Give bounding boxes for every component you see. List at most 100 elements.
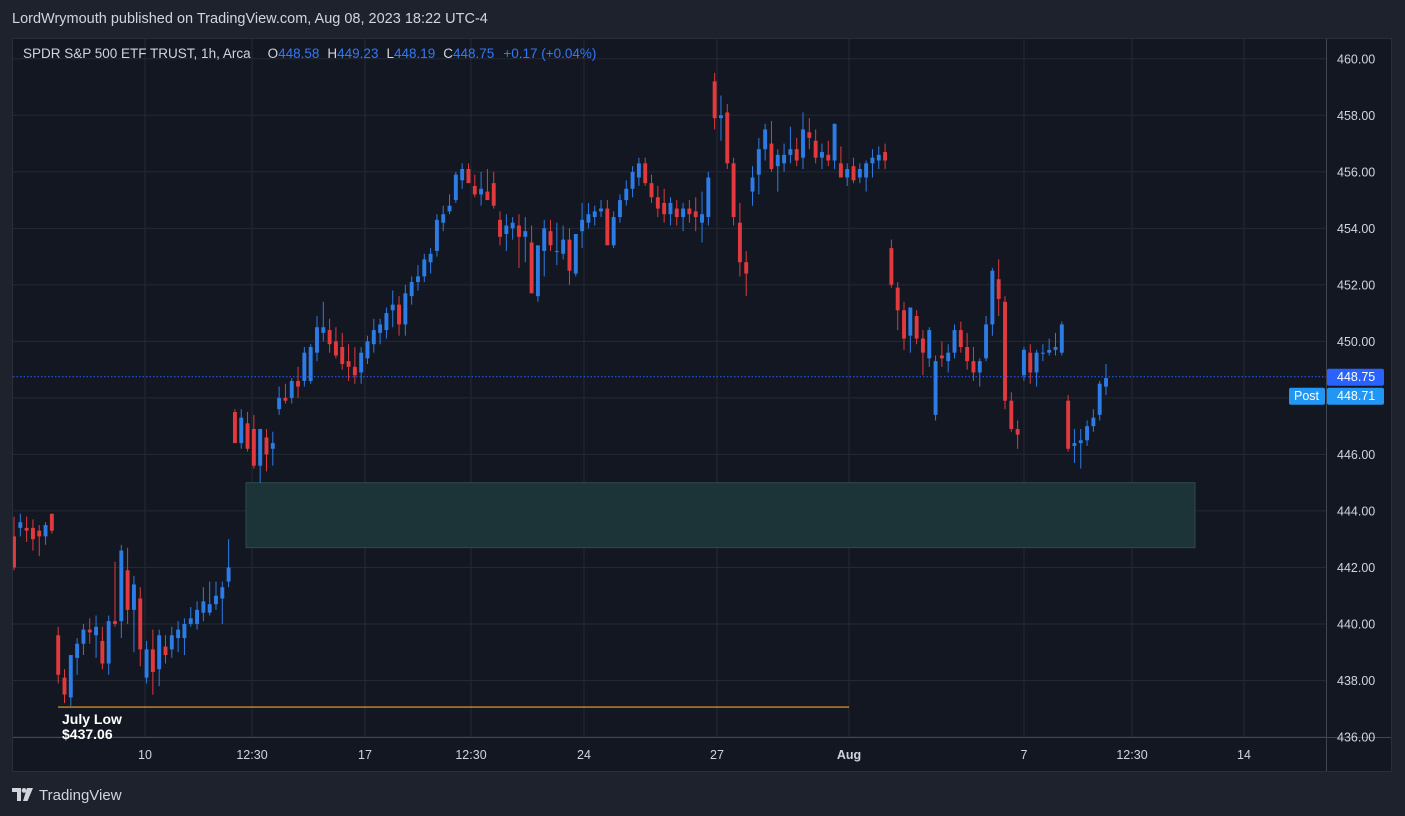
candle [636,157,641,186]
candle-body [1097,383,1102,415]
candle [977,358,982,387]
candle-body [857,168,862,178]
footer-brand[interactable]: TradingView [39,786,122,804]
candle-body [731,163,736,218]
candle-body [548,231,553,246]
candle-body [327,330,332,345]
candle-body [693,211,698,218]
candle [371,318,376,353]
candle [857,163,862,184]
candle [157,629,162,687]
y-tick-label: 438.00 [1337,674,1375,688]
candle [895,282,900,331]
candle [43,522,48,545]
candle-body [573,233,578,274]
candle-body [43,525,48,537]
candle [308,344,313,384]
candle-body [643,163,648,184]
candle [283,383,288,404]
candle [13,516,16,571]
candle-body [744,262,749,274]
candle-body [485,191,490,201]
candle-body [1003,301,1007,401]
candle-body [384,313,389,331]
candle-body [902,310,906,339]
candle-body [782,154,787,164]
candle [30,519,35,551]
candle [188,607,193,627]
open-value: 448.58 [278,46,320,61]
candle-body [232,412,237,444]
y-tick-label: 442.00 [1337,561,1375,575]
candle [68,655,73,706]
candle-body [832,123,837,161]
footer: TradingView [12,784,122,806]
candle-body [971,361,976,373]
tradingview-logo-icon[interactable] [12,788,34,802]
candle [819,143,824,169]
candle-body [24,527,29,531]
candle-body [655,197,660,209]
y-tick-label: 436.00 [1337,731,1375,745]
candle [1040,344,1045,362]
candle-body [131,584,136,610]
candle [958,321,963,353]
candle [529,225,534,294]
candle-body [270,443,275,449]
candle [807,118,812,150]
candle-body [150,649,155,673]
candle [270,431,275,466]
candle [302,347,307,387]
candle-body [220,587,225,599]
candle [359,347,364,384]
candle [106,615,111,675]
candle [744,250,749,297]
candle-body [49,513,54,531]
candle [296,366,301,398]
price-chart[interactable]: July Low$437.06 436.00 438.00 440.00 442.00 4… [13,39,1391,771]
candle [965,332,970,370]
candle-body [1021,349,1026,376]
candle-body [479,188,484,195]
candle-body [37,530,42,537]
candle-body [700,214,704,223]
candle [649,174,654,203]
candle [554,222,559,266]
candle-body [668,202,673,215]
candle-body [239,417,244,444]
candle [81,623,86,656]
open-label: O [267,46,279,61]
last-price-label: 448.75 [1337,370,1375,384]
candle-body [397,304,401,325]
candle-body [788,149,793,155]
candle [902,301,906,350]
chart-pane[interactable]: July Low $437.06 436.00 438.00 440.00 442.00 4… [12,38,1392,772]
candle-body [226,567,231,582]
x-tick-label: 7 [1021,748,1028,762]
candle-body [813,140,818,158]
candle-body [378,324,383,333]
candle-body [447,205,452,212]
candle-body [1028,352,1033,373]
candle [422,253,427,283]
candle [643,157,648,186]
candle-body [30,527,35,540]
candle-body [283,397,288,401]
x-tick-label: 17 [358,748,372,762]
candle-body [18,522,23,528]
candle [333,327,338,359]
candle [996,259,1001,316]
candle-body [908,307,913,336]
candle [232,409,237,444]
candle [864,160,869,192]
candle [535,245,540,302]
candle [434,214,439,257]
candle [1047,338,1052,356]
change-value: +0.17 (+0.04%) [503,46,597,61]
candle [1015,420,1020,449]
candle [801,112,805,169]
candle [49,513,54,534]
candle [472,174,477,198]
x-tick-label: 12:30 [1116,748,1147,762]
candle-body [592,211,597,218]
